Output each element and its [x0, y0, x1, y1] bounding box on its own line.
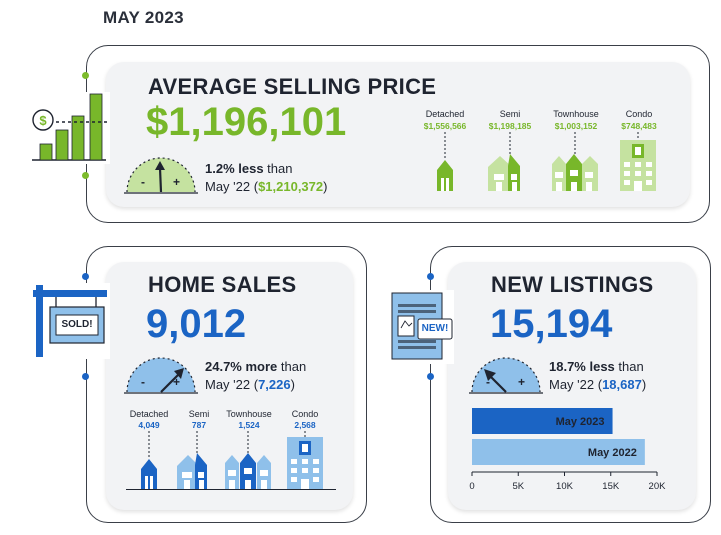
change-suffix: than — [263, 161, 293, 176]
gauge-minus: - — [486, 375, 490, 389]
home-sales-value: 9,012 — [146, 302, 247, 346]
type-label-condo: Condo — [291, 409, 319, 419]
x-tick-label: 5K — [512, 481, 524, 492]
change-suffix: than — [614, 359, 644, 374]
new-badge: NEW! — [421, 323, 449, 334]
listings-bar-chart: May 2023 May 2022 0 5K 10K 15K 20K — [469, 408, 667, 492]
type-value-semi: 787 — [191, 420, 207, 430]
type-value-detached: 4,049 — [138, 420, 160, 430]
bar-may-2022 — [472, 439, 645, 465]
average-price-title: AVERAGE SELLING PRICE — [148, 74, 437, 99]
townhouse-icon — [224, 431, 274, 496]
type-label-semi: Semi — [499, 109, 521, 119]
bar-may-2023 — [472, 408, 613, 434]
home-sales-title: HOME SALES — [148, 272, 297, 297]
connector-dot — [82, 373, 89, 380]
gauge-icon: - + — [124, 155, 198, 195]
condo-icon — [616, 132, 660, 197]
type-value-townhouse: 1,524 — [238, 420, 260, 430]
gauge-minus: - — [141, 375, 145, 389]
compare-suffix: ) — [323, 179, 328, 194]
gauge-icon: - + — [469, 355, 543, 395]
gauge-plus: + — [173, 375, 181, 389]
average-price-change: 1.2% less than — [205, 160, 292, 177]
connector-dot — [427, 273, 434, 280]
x-tick-label: 10K — [556, 481, 574, 492]
type-label-detached: Detached — [425, 109, 465, 119]
type-value-townhouse: $1,003,152 — [554, 121, 598, 131]
compare-prefix: May '22 ( — [205, 377, 259, 392]
connector-dot — [82, 172, 89, 179]
change-suffix: than — [277, 359, 307, 374]
type-label-townhouse: Townhouse — [553, 109, 599, 119]
new-listings-title: NEW LISTINGS — [491, 272, 654, 297]
change-pct: 18.7% less — [549, 359, 615, 374]
semi-house-icon — [175, 431, 219, 496]
svg-text:$: $ — [39, 113, 47, 128]
sold-sign-text: SOLD! — [61, 319, 93, 330]
bar-label: May 2023 — [556, 416, 605, 428]
x-tick-label: 15K — [602, 481, 620, 492]
gauge-icon: - + — [124, 355, 198, 395]
new-listings-value: 15,194 — [490, 302, 613, 346]
type-value-condo: $748,483 — [621, 121, 657, 131]
townhouse-icon — [550, 132, 602, 197]
bar-chart-dollar-icon: $ — [28, 92, 110, 164]
type-label-detached: Detached — [129, 409, 169, 419]
type-value-condo: 2,568 — [294, 420, 316, 430]
connector-dot — [82, 72, 89, 79]
home-sales-change: 24.7% more than — [205, 358, 306, 375]
sold-sign-icon: SOLD! — [30, 283, 110, 359]
gauge-plus: + — [518, 375, 526, 389]
average-price-compare: May '22 ($1,210,372) — [205, 178, 327, 195]
type-value-semi: $1,198,185 — [488, 121, 532, 131]
compare-value: 18,687 — [602, 377, 642, 392]
new-listing-document-icon: NEW! — [388, 290, 454, 364]
x-tick-label: 20K — [649, 481, 667, 492]
change-pct: 1.2% less — [205, 161, 264, 176]
compare-suffix: ) — [290, 377, 295, 392]
type-value-detached: $1,556,566 — [423, 121, 467, 131]
change-pct: 24.7% more — [205, 359, 278, 374]
condo-icon — [285, 431, 325, 496]
connector-dot — [82, 273, 89, 280]
bar-label: May 2022 — [588, 447, 637, 459]
x-tick-label: 0 — [469, 481, 474, 492]
gauge-plus: + — [173, 175, 181, 189]
new-listings-change: 18.7% less than — [549, 358, 644, 375]
compare-value: $1,210,372 — [258, 179, 324, 194]
type-label-semi: Semi — [188, 409, 210, 419]
home-sales-compare: May '22 (7,226) — [205, 376, 295, 393]
gauge-minus: - — [141, 175, 145, 189]
type-label-condo: Condo — [625, 109, 653, 119]
compare-suffix: ) — [641, 377, 647, 392]
new-listings-compare: May '22 (18,687) — [549, 376, 646, 393]
type-label-townhouse: Townhouse — [226, 409, 272, 419]
compare-value: 7,226 — [258, 377, 291, 392]
baseline-divider — [126, 489, 336, 491]
semi-house-icon — [485, 132, 535, 197]
compare-prefix: May '22 ( — [549, 377, 603, 392]
detached-house-icon — [136, 431, 162, 496]
average-price-value: $1,196,101 — [146, 100, 347, 144]
detached-house-icon — [430, 132, 460, 197]
compare-prefix: May '22 ( — [205, 179, 259, 194]
connector-dot — [427, 373, 434, 380]
page-title: MAY 2023 — [103, 8, 184, 27]
